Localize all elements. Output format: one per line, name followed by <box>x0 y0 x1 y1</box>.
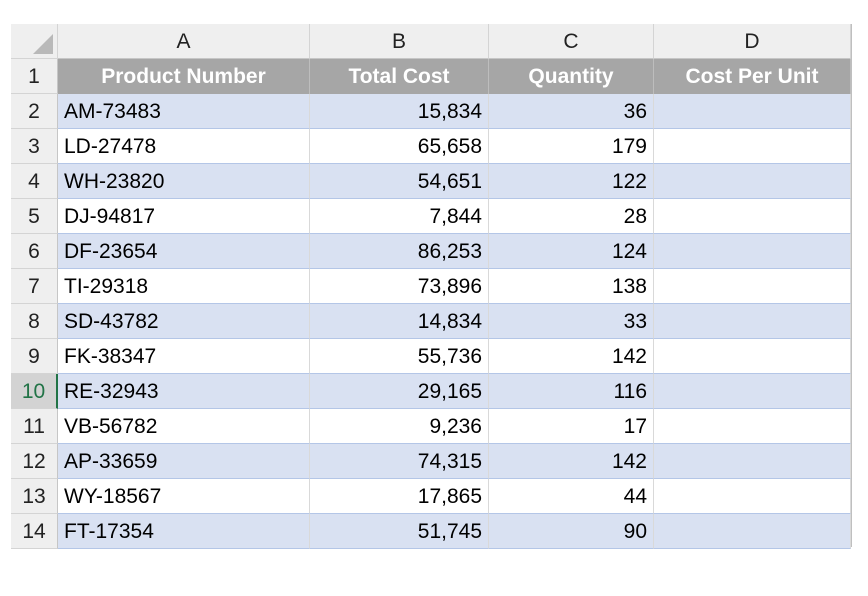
select-all-button[interactable] <box>11 24 58 59</box>
cell-quantity[interactable]: 44 <box>489 479 654 514</box>
cell-product-number[interactable]: FK-38347 <box>58 339 310 374</box>
cell-cost-per-unit[interactable] <box>654 129 851 164</box>
cell-total-cost[interactable]: 7,844 <box>310 199 489 234</box>
row-header[interactable]: 3 <box>11 129 58 164</box>
cell-cost-per-unit[interactable] <box>654 444 851 479</box>
cell-cost-per-unit[interactable] <box>654 269 851 304</box>
cell-cost-per-unit[interactable] <box>654 409 851 444</box>
column-header-a[interactable]: A <box>58 24 310 59</box>
row-header[interactable]: 14 <box>11 514 58 549</box>
cell-total-cost[interactable]: 9,236 <box>310 409 489 444</box>
table-row: 11 VB-56782 9,236 17 <box>11 409 851 444</box>
row-header[interactable]: 5 <box>11 199 58 234</box>
cell-quantity[interactable]: 142 <box>489 444 654 479</box>
cell-total-cost[interactable]: 55,736 <box>310 339 489 374</box>
table-row: 13 WY-18567 17,865 44 <box>11 479 851 514</box>
cell-quantity[interactable]: 28 <box>489 199 654 234</box>
header-cell-quantity[interactable]: Quantity <box>489 59 654 94</box>
cell-quantity[interactable]: 116 <box>489 374 654 409</box>
cell-total-cost[interactable]: 51,745 <box>310 514 489 549</box>
cell-quantity[interactable]: 33 <box>489 304 654 339</box>
table-row: 5 DJ-94817 7,844 28 <box>11 199 851 234</box>
cell-product-number[interactable]: DF-23654 <box>58 234 310 269</box>
cell-total-cost[interactable]: 86,253 <box>310 234 489 269</box>
row-header[interactable]: 6 <box>11 234 58 269</box>
cell-cost-per-unit[interactable] <box>654 164 851 199</box>
header-cell-total-cost[interactable]: Total Cost <box>310 59 489 94</box>
cell-quantity[interactable]: 138 <box>489 269 654 304</box>
table-row-selected: 10 RE-32943 29,165 116 <box>11 374 851 409</box>
cell-quantity[interactable]: 122 <box>489 164 654 199</box>
cell-cost-per-unit[interactable] <box>654 199 851 234</box>
cell-total-cost[interactable]: 73,896 <box>310 269 489 304</box>
cell-product-number[interactable]: TI-29318 <box>58 269 310 304</box>
cell-quantity[interactable]: 179 <box>489 129 654 164</box>
table-row: 6 DF-23654 86,253 124 <box>11 234 851 269</box>
table-row: 14 FT-17354 51,745 90 <box>11 514 851 549</box>
cell-quantity[interactable]: 124 <box>489 234 654 269</box>
cell-product-number[interactable]: FT-17354 <box>58 514 310 549</box>
row-header[interactable]: 2 <box>11 94 58 129</box>
header-cell-product-number[interactable]: Product Number <box>58 59 310 94</box>
cell-cost-per-unit[interactable] <box>654 374 851 409</box>
row-header[interactable]: 8 <box>11 304 58 339</box>
cell-product-number[interactable]: AP-33659 <box>58 444 310 479</box>
table-row: 3 LD-27478 65,658 179 <box>11 129 851 164</box>
table-header-row: 1 Product Number Total Cost Quantity Cos… <box>11 59 851 94</box>
table-row: 2 AM-73483 15,834 36 <box>11 94 851 129</box>
cell-product-number[interactable]: WH-23820 <box>58 164 310 199</box>
cell-total-cost[interactable]: 74,315 <box>310 444 489 479</box>
column-header-row: A B C D <box>11 24 851 59</box>
row-header[interactable]: 12 <box>11 444 58 479</box>
row-header[interactable]: 13 <box>11 479 58 514</box>
table-row: 8 SD-43782 14,834 33 <box>11 304 851 339</box>
cell-cost-per-unit[interactable] <box>654 94 851 129</box>
cell-cost-per-unit[interactable] <box>654 514 851 549</box>
row-header[interactable]: 9 <box>11 339 58 374</box>
cell-product-number[interactable]: RE-32943 <box>58 374 310 409</box>
column-header-d[interactable]: D <box>654 24 851 59</box>
cell-cost-per-unit[interactable] <box>654 234 851 269</box>
cell-quantity[interactable]: 142 <box>489 339 654 374</box>
cell-product-number[interactable]: SD-43782 <box>58 304 310 339</box>
select-all-triangle-icon <box>33 34 53 54</box>
cell-total-cost[interactable]: 54,651 <box>310 164 489 199</box>
row-header[interactable]: 11 <box>11 409 58 444</box>
cell-product-number[interactable]: VB-56782 <box>58 409 310 444</box>
row-header-1[interactable]: 1 <box>11 59 58 94</box>
row-header[interactable]: 7 <box>11 269 58 304</box>
header-cell-cost-per-unit[interactable]: Cost Per Unit <box>654 59 851 94</box>
cell-cost-per-unit[interactable] <box>654 479 851 514</box>
table-row: 9 FK-38347 55,736 142 <box>11 339 851 374</box>
cell-cost-per-unit[interactable] <box>654 304 851 339</box>
cell-total-cost[interactable]: 65,658 <box>310 129 489 164</box>
cell-quantity[interactable]: 90 <box>489 514 654 549</box>
cell-total-cost[interactable]: 14,834 <box>310 304 489 339</box>
row-header[interactable]: 4 <box>11 164 58 199</box>
column-header-b[interactable]: B <box>310 24 489 59</box>
cell-product-number[interactable]: AM-73483 <box>58 94 310 129</box>
spreadsheet-grid: A B C D 1 Product Number Total Cost Quan… <box>11 24 852 549</box>
cell-quantity[interactable]: 36 <box>489 94 654 129</box>
row-header-selected[interactable]: 10 <box>11 374 58 409</box>
cell-product-number[interactable]: DJ-94817 <box>58 199 310 234</box>
cell-total-cost[interactable]: 15,834 <box>310 94 489 129</box>
cell-total-cost[interactable]: 17,865 <box>310 479 489 514</box>
cell-product-number[interactable]: LD-27478 <box>58 129 310 164</box>
cell-quantity[interactable]: 17 <box>489 409 654 444</box>
table-row: 7 TI-29318 73,896 138 <box>11 269 851 304</box>
column-header-c[interactable]: C <box>489 24 654 59</box>
cell-product-number[interactable]: WY-18567 <box>58 479 310 514</box>
table-row: 4 WH-23820 54,651 122 <box>11 164 851 199</box>
cell-cost-per-unit[interactable] <box>654 339 851 374</box>
cell-total-cost[interactable]: 29,165 <box>310 374 489 409</box>
table-row: 12 AP-33659 74,315 142 <box>11 444 851 479</box>
